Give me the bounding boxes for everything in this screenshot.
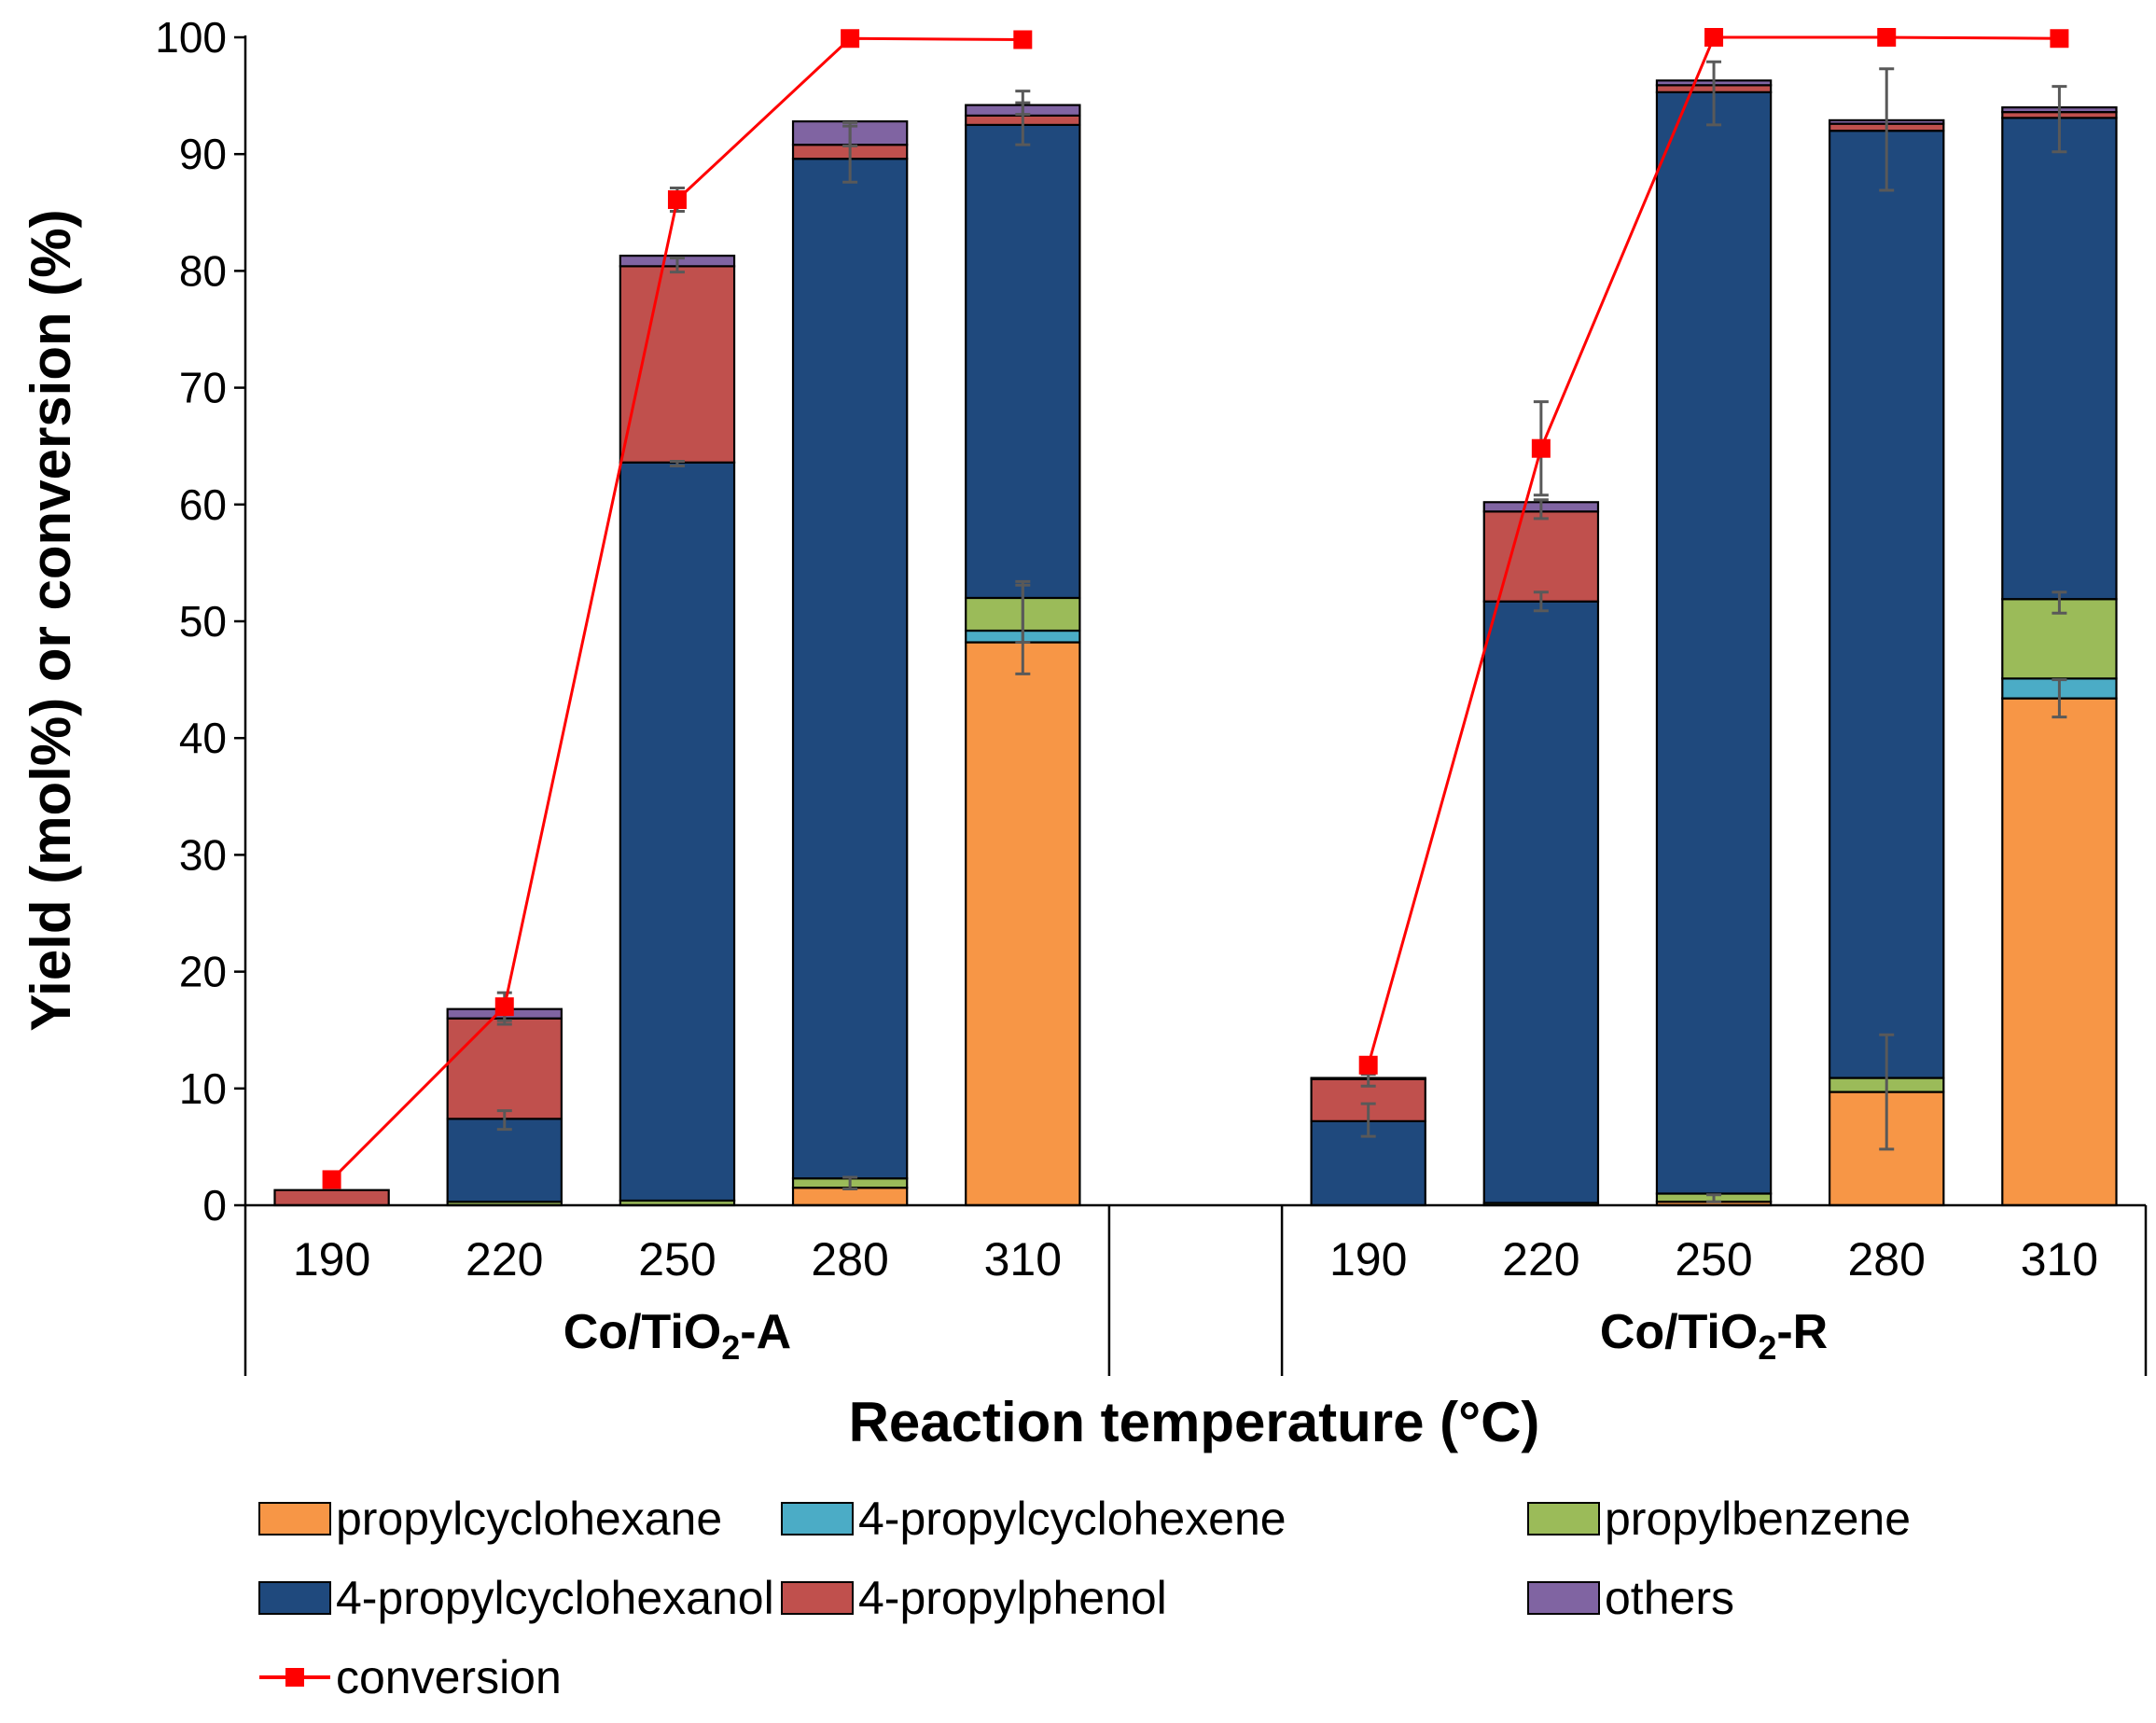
- legend-label-others: others: [1605, 1572, 1734, 1624]
- bar-4-propylcyclohexanol-g1-280: [1829, 130, 1945, 1079]
- group-label-0: Co/TiO2-A: [563, 1305, 791, 1367]
- legend-swatch-propylbenzene: [1527, 1502, 1600, 1535]
- legend-label-4-propylcyclohexanol: 4-propylcyclohexanol: [336, 1572, 774, 1624]
- y-tick-label-50: 50: [179, 597, 227, 646]
- bar-4-propylcyclohexanol-g1-220: [1482, 600, 1600, 1204]
- bar-propylcyclohexane-g0-310: [965, 641, 1081, 1207]
- conversion-marker-g0-220: [494, 997, 514, 1017]
- y-tick-label-0: 0: [202, 1181, 227, 1230]
- legend: propylcyclohexane 4-propylcyclohexene prop…: [258, 1493, 1911, 1703]
- group-label-1: Co/TiO2-R: [1600, 1305, 1828, 1367]
- y-tick-label-70: 70: [179, 364, 227, 412]
- legend-swatch-4-propylphenol: [781, 1581, 854, 1615]
- legend-label-4-propylcyclohexene: 4-propylcyclohexene: [858, 1493, 1287, 1545]
- legend-label-conversion: conversion: [336, 1651, 562, 1703]
- bar-4-propylcyclohexanol-g0-220: [446, 1118, 563, 1203]
- y-tick-label-80: 80: [179, 246, 227, 295]
- x-tick-label-g0-310: 310: [984, 1233, 1062, 1285]
- x-tick-label-g1-220: 220: [1502, 1233, 1579, 1285]
- conversion-marker-g0-310: [1013, 30, 1033, 49]
- x-axis-title: Reaction temperature (°C): [849, 1391, 1540, 1453]
- y-tick-label-100: 100: [155, 13, 227, 62]
- y-tick-label-40: 40: [179, 714, 227, 762]
- y-tick-label-10: 10: [179, 1064, 227, 1113]
- y-tick-label-20: 20: [179, 948, 227, 996]
- legend-label-propylcyclohexane: propylcyclohexane: [336, 1493, 722, 1545]
- legend-swatch-4-propylcyclohexene: [781, 1502, 854, 1535]
- bar-4-propylcyclohexanol-g0-250: [619, 461, 736, 1202]
- x-tick-label-g1-310: 310: [2021, 1233, 2098, 1285]
- conversion-marker-g0-190: [322, 1170, 341, 1189]
- conversion-marker-g0-280: [841, 29, 860, 49]
- y-tick-label-90: 90: [179, 130, 227, 178]
- bar-4-propylcyclohexanol-g1-310: [2001, 117, 2118, 601]
- x-tick-label-g1-190: 190: [1329, 1233, 1407, 1285]
- x-tick-label-g0-250: 250: [638, 1233, 716, 1285]
- bar-4-propylcyclohexanol-g0-310: [965, 123, 1081, 600]
- conversion-marker-g1-310: [2050, 29, 2069, 49]
- conversion-marker-g1-280: [1877, 28, 1897, 47]
- x-tick-label-g1-280: 280: [1848, 1233, 1926, 1285]
- x-tick-label-g0-220: 220: [466, 1233, 543, 1285]
- conversion-marker-g1-190: [1358, 1055, 1378, 1075]
- bar-4-propylphenol-g0-250: [619, 265, 736, 464]
- conversion-marker-g1-220: [1531, 438, 1551, 458]
- y-tick-label-30: 30: [179, 830, 227, 879]
- bar-propylcyclohexane-g0-280: [791, 1187, 909, 1207]
- y-tick-label-60: 60: [179, 480, 227, 529]
- legend-swatch-others: [1527, 1581, 1600, 1615]
- y-axis-title: Yield (mol%) or conversion (%): [20, 209, 82, 1031]
- x-tick-label-g0-190: 190: [293, 1233, 370, 1285]
- legend-label-4-propylphenol: 4-propylphenol: [858, 1572, 1167, 1624]
- bar-4-propylcyclohexanol-g0-280: [791, 158, 909, 1180]
- legend-swatch-propylcyclohexane: [258, 1502, 331, 1535]
- legend-marker-conversion: [285, 1668, 304, 1687]
- bar-4-propylphenol-g0-190: [273, 1188, 390, 1207]
- x-tick-label-g1-250: 250: [1675, 1233, 1752, 1285]
- legend-label-propylbenzene: propylbenzene: [1605, 1493, 1911, 1545]
- legend-swatch-4-propylcyclohexanol: [258, 1581, 331, 1615]
- bar-4-propylcyclohexanol-g1-250: [1655, 90, 1773, 1195]
- bar-propylcyclohexane-g1-310: [2001, 697, 2118, 1207]
- conversion-marker-g1-250: [1704, 28, 1724, 47]
- conversion-marker-g0-250: [667, 190, 687, 210]
- x-tick-label-g0-280: 280: [811, 1233, 888, 1285]
- bar-4-propylphenol-g0-220: [446, 1017, 563, 1120]
